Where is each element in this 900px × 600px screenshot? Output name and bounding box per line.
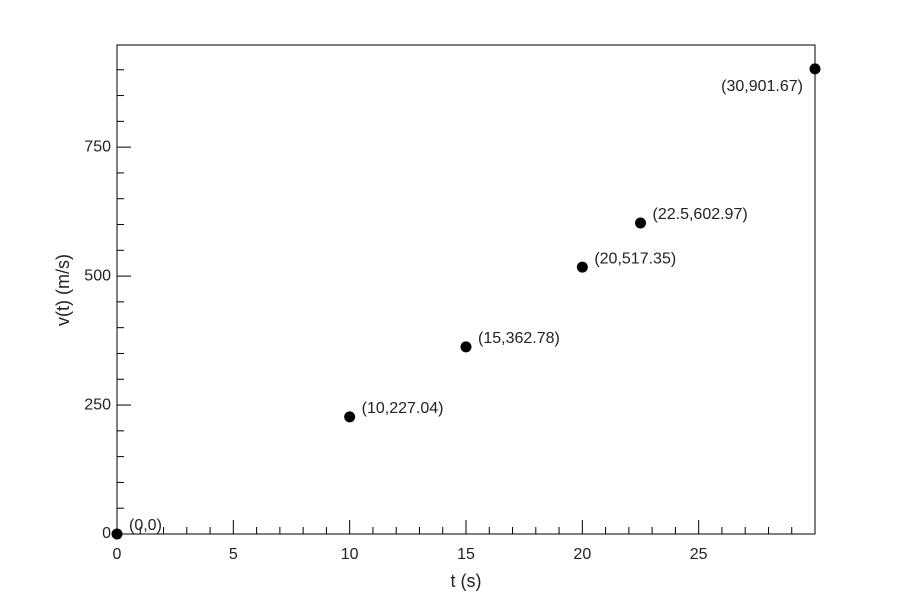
data-label: (15,362.78) — [478, 330, 560, 347]
y-tick-label: 750 — [84, 138, 111, 155]
y-tick-label: 250 — [84, 396, 111, 413]
data-label: (0,0) — [129, 517, 162, 534]
x-tick-label: 5 — [229, 546, 238, 563]
data-label: (22.5,602.97) — [653, 206, 748, 223]
plot-frame — [116, 44, 816, 535]
point — [460, 341, 472, 353]
y-tick-label: 500 — [84, 267, 111, 284]
x-tick-label: 20 — [573, 546, 591, 563]
x-tick-label: 10 — [341, 546, 359, 563]
point — [635, 217, 646, 229]
x-tick-label: 15 — [457, 546, 475, 563]
x-tick-label: 0 — [113, 546, 122, 563]
x-tick-label: 25 — [690, 546, 708, 563]
y-axis-label: v(t) (m/s) — [53, 254, 73, 326]
data-label: (10,227.04) — [362, 400, 444, 417]
point — [809, 63, 821, 75]
data-label: (20,517.35) — [594, 250, 676, 267]
data-label: (30,901.67) — [721, 78, 803, 95]
point — [576, 261, 588, 273]
point — [344, 411, 356, 423]
point — [111, 528, 123, 540]
x-axis-label: t (s) — [451, 571, 482, 591]
y-tick-label: 0 — [102, 525, 111, 542]
